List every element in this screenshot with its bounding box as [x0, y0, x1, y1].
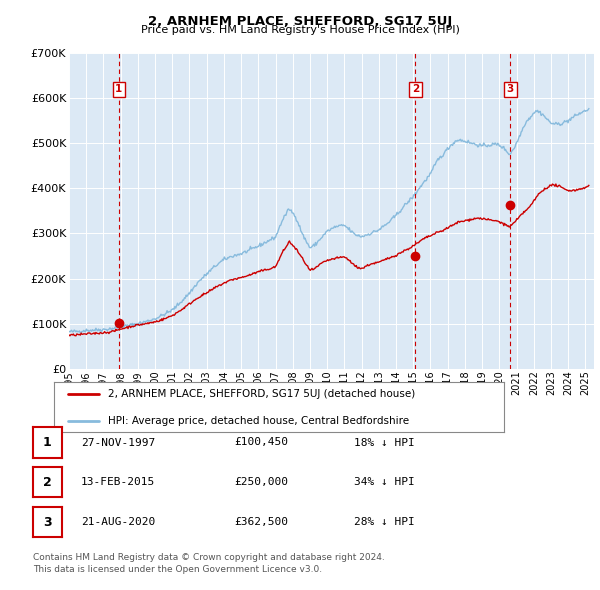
Text: £250,000: £250,000: [234, 477, 288, 487]
Text: Contains HM Land Registry data © Crown copyright and database right 2024.
This d: Contains HM Land Registry data © Crown c…: [33, 553, 385, 574]
Text: 27-NOV-1997: 27-NOV-1997: [81, 438, 155, 447]
Text: Price paid vs. HM Land Registry's House Price Index (HPI): Price paid vs. HM Land Registry's House …: [140, 25, 460, 35]
Text: 1: 1: [43, 436, 52, 449]
Text: HPI: Average price, detached house, Central Bedfordshire: HPI: Average price, detached house, Cent…: [108, 416, 409, 426]
Text: 2, ARNHEM PLACE, SHEFFORD, SG17 5UJ: 2, ARNHEM PLACE, SHEFFORD, SG17 5UJ: [148, 15, 452, 28]
Text: 18% ↓ HPI: 18% ↓ HPI: [354, 438, 415, 447]
Text: £100,450: £100,450: [234, 438, 288, 447]
Text: 3: 3: [43, 516, 52, 529]
Text: 2: 2: [412, 84, 419, 94]
Text: 1: 1: [115, 84, 122, 94]
Text: 2, ARNHEM PLACE, SHEFFORD, SG17 5UJ (detached house): 2, ARNHEM PLACE, SHEFFORD, SG17 5UJ (det…: [108, 389, 415, 399]
Text: 13-FEB-2015: 13-FEB-2015: [81, 477, 155, 487]
Text: 3: 3: [507, 84, 514, 94]
Text: £362,500: £362,500: [234, 517, 288, 527]
Text: 34% ↓ HPI: 34% ↓ HPI: [354, 477, 415, 487]
Text: 2: 2: [43, 476, 52, 489]
Text: 28% ↓ HPI: 28% ↓ HPI: [354, 517, 415, 527]
Text: 21-AUG-2020: 21-AUG-2020: [81, 517, 155, 527]
